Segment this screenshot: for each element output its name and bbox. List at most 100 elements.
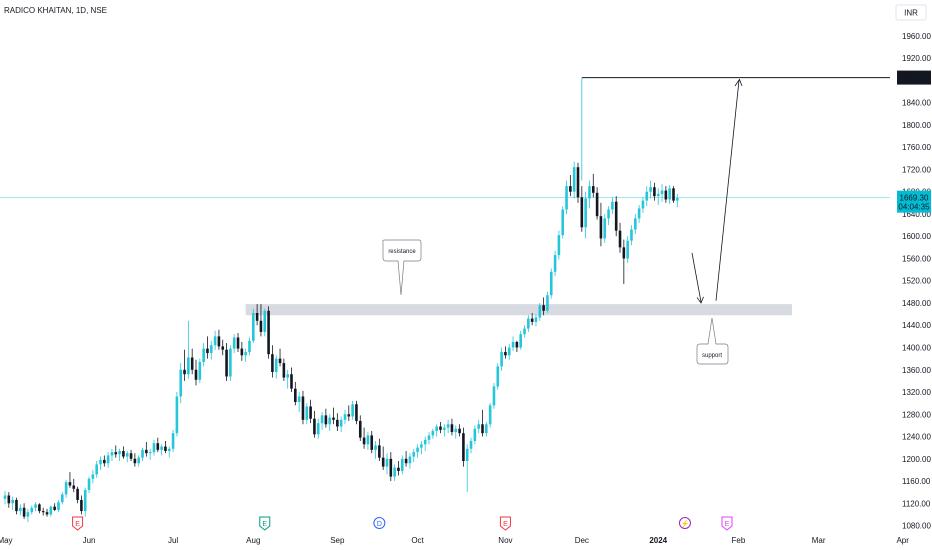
candle xyxy=(580,186,584,232)
candle-body xyxy=(645,191,649,201)
candle-body xyxy=(339,419,343,427)
candle xyxy=(49,505,53,517)
target-price-badge xyxy=(897,70,931,85)
y-tick-label: 1400.00 xyxy=(902,343,931,352)
candle xyxy=(649,180,652,199)
candle-body xyxy=(672,188,675,201)
candle-body xyxy=(309,406,312,419)
candle xyxy=(309,399,312,424)
time-axis[interactable]: May Jun Jul Aug Sep Oct Nov Dec 2024 Feb Mar Apr xyxy=(0,536,909,545)
candle-body xyxy=(351,404,354,417)
candle xyxy=(278,348,282,367)
candle xyxy=(599,202,603,247)
candle-body xyxy=(469,440,473,449)
candle xyxy=(420,440,423,455)
candle xyxy=(156,437,160,453)
event-marker: E xyxy=(259,516,271,531)
candle-body xyxy=(332,417,335,420)
candle xyxy=(213,330,217,350)
candle xyxy=(358,415,362,441)
candle-body xyxy=(248,340,251,352)
y-tick-label: 1440.00 xyxy=(902,321,931,330)
y-tick-label: 1200.00 xyxy=(902,455,931,464)
candle xyxy=(523,325,526,338)
x-tick-label: May xyxy=(0,536,13,545)
candle xyxy=(622,239,626,285)
down-arrow-head xyxy=(696,296,704,304)
candle xyxy=(118,448,121,462)
candle-body xyxy=(557,235,561,256)
candle-body xyxy=(106,455,110,464)
candle xyxy=(11,496,14,510)
candle xyxy=(83,487,87,517)
x-tick-label: Oct xyxy=(411,536,424,545)
candle xyxy=(389,452,393,482)
candle-body xyxy=(57,502,60,510)
candle xyxy=(252,308,255,344)
candle-body xyxy=(45,512,49,515)
candle xyxy=(607,206,610,226)
currency-badge[interactable]: INR xyxy=(895,4,927,21)
y-tick-label: 1320.00 xyxy=(902,388,931,397)
candle xyxy=(362,427,366,449)
candle-body xyxy=(492,386,496,406)
candle-body xyxy=(443,427,446,430)
drawings-layer: resistance support xyxy=(382,77,890,365)
candle-body xyxy=(542,305,545,311)
candle xyxy=(313,410,316,438)
candle xyxy=(458,424,461,437)
candle xyxy=(339,416,343,433)
candle xyxy=(3,491,7,505)
y-tick-label: 1120.00 xyxy=(902,499,931,508)
candle xyxy=(68,472,72,488)
candle-body xyxy=(286,374,289,378)
candle xyxy=(320,412,324,430)
candle xyxy=(485,422,488,437)
candle-body xyxy=(122,450,125,457)
candle xyxy=(179,363,183,404)
candle xyxy=(26,508,30,523)
candle-body xyxy=(68,482,72,486)
y-tick-label: 1600.00 xyxy=(902,232,931,241)
y-tick-label: 1640.00 xyxy=(902,210,931,219)
x-tick-label: Sep xyxy=(330,536,345,545)
event-marker-shape xyxy=(678,517,691,529)
candle xyxy=(611,197,614,214)
candle-body xyxy=(294,388,297,403)
candle-body xyxy=(488,405,492,425)
candle-body xyxy=(584,198,587,228)
y-tick-label: 1960.00 xyxy=(902,32,931,41)
event-marker-label: ⚡ xyxy=(681,519,690,528)
x-tick-label: Mar xyxy=(812,536,826,545)
candle-body xyxy=(622,247,626,259)
candle xyxy=(400,455,404,475)
candle xyxy=(653,182,656,201)
event-marker-label: E xyxy=(75,521,80,528)
event-marker-label: E xyxy=(503,521,508,528)
candle-body xyxy=(465,448,469,462)
candle-body xyxy=(450,424,454,433)
event-marker: D xyxy=(373,517,386,529)
candle xyxy=(225,343,228,381)
candle-body xyxy=(378,445,381,458)
candle xyxy=(507,344,511,360)
candle-body xyxy=(400,458,404,472)
candle-body xyxy=(408,456,412,464)
candle xyxy=(167,446,171,458)
candle xyxy=(634,213,637,234)
candle xyxy=(99,456,102,470)
candle-body xyxy=(660,190,664,194)
candle xyxy=(152,439,156,456)
candle xyxy=(221,339,225,356)
price-axis[interactable]: 1080.00 1120.00 1160.00 1200.00 1240.00 1280.… xyxy=(902,32,931,531)
candle xyxy=(57,499,60,513)
candle xyxy=(462,427,465,467)
candle-body xyxy=(576,167,580,198)
candle-body xyxy=(676,197,679,201)
candle-body xyxy=(553,255,557,272)
candle xyxy=(511,336,515,351)
candle-body xyxy=(389,458,393,477)
candle xyxy=(385,453,389,475)
